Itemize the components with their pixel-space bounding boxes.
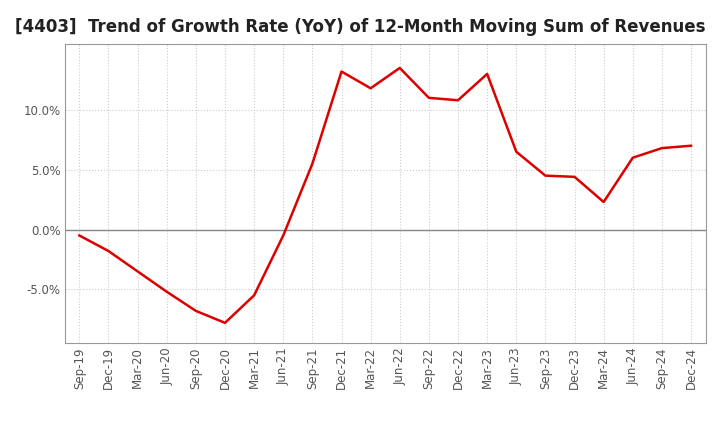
Text: [4403]  Trend of Growth Rate (YoY) of 12-Month Moving Sum of Revenues: [4403] Trend of Growth Rate (YoY) of 12-… xyxy=(14,18,706,36)
